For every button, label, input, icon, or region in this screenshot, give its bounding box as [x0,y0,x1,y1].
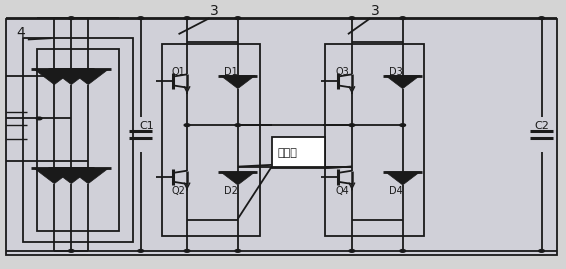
Bar [6,19,557,255]
Circle shape [539,250,544,252]
Circle shape [400,17,405,19]
Text: D3: D3 [389,67,403,77]
Circle shape [36,117,42,120]
Bar [272,137,325,168]
Circle shape [400,250,405,252]
Text: D4: D4 [389,186,403,196]
Polygon shape [68,69,109,85]
Text: Q2: Q2 [171,186,185,196]
Circle shape [235,250,241,252]
Circle shape [138,250,144,252]
Text: C2: C2 [534,122,549,132]
Circle shape [349,17,355,19]
Text: 3: 3 [371,4,379,18]
Polygon shape [68,168,109,184]
Text: 变压器: 变压器 [277,148,298,158]
Circle shape [235,17,241,19]
Circle shape [539,17,544,19]
Polygon shape [221,172,255,185]
Bar [325,44,424,236]
Polygon shape [221,76,255,89]
Circle shape [235,124,241,126]
Polygon shape [34,168,75,184]
Text: C1: C1 [139,122,154,132]
Bar [37,49,119,231]
Polygon shape [34,69,75,85]
Polygon shape [51,69,92,85]
Text: Q1: Q1 [171,67,185,77]
Text: Q4: Q4 [336,186,349,196]
Bar [23,38,134,242]
Circle shape [184,250,190,252]
Bar [162,44,260,236]
Text: Q3: Q3 [336,67,349,77]
Polygon shape [385,76,420,89]
Circle shape [184,17,190,19]
Circle shape [68,250,74,252]
Text: D2: D2 [224,186,238,196]
Text: 3: 3 [209,4,218,18]
Text: D1: D1 [224,67,238,77]
Polygon shape [51,168,92,184]
Text: 4: 4 [16,26,25,40]
Circle shape [68,17,74,19]
Circle shape [349,124,355,126]
Circle shape [349,250,355,252]
Circle shape [184,124,190,126]
Circle shape [138,17,144,19]
Circle shape [400,124,405,126]
Polygon shape [385,172,420,185]
